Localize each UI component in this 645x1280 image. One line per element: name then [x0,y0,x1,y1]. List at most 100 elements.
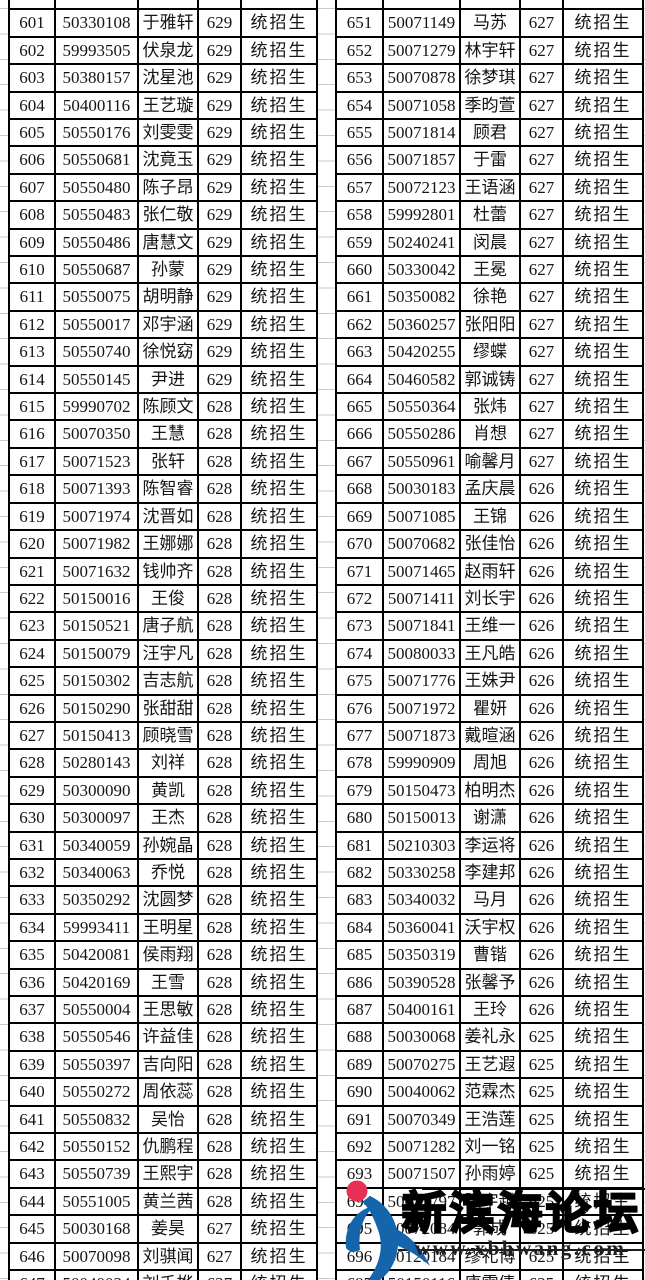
cell-no: 623 [8,611,56,641]
cell-score: 629 [197,227,242,258]
table-row: 616 50070350 王慧 628 统招生 [8,419,318,449]
cell-id: 50550176 [54,118,139,148]
cell-id: 50071841 [382,611,461,641]
cell-score: 626 [519,803,564,833]
cell-no: 690 [335,1077,384,1107]
cell-no: 661 [335,282,384,312]
cell-score: 629 [197,8,242,38]
cell-no: 611 [8,282,56,312]
cell-score: 627 [197,1269,242,1280]
cell-no: 626 [8,693,56,723]
cell-no: 653 [335,63,384,93]
cell-no: 675 [335,666,384,696]
cell-id: 50071873 [382,720,461,751]
cutoff-row [335,0,644,11]
cell-no: 684 [335,912,384,943]
cell-type: 统招生 [562,501,644,532]
table-row: 674 50080033 王凡皓 626 统招生 [335,638,644,669]
cell-score: 625 [519,1186,564,1217]
cell-no: 629 [8,775,56,806]
cell-id: 50350319 [382,940,461,970]
cell-id: 50070878 [382,63,461,93]
cell-score: 626 [519,556,564,586]
cell-id: 50330258 [382,857,461,888]
cell-id: 50550364 [382,392,461,422]
cell-type: 统招生 [240,227,318,258]
cell-no: 617 [8,446,56,477]
cell-type: 统招生 [562,693,644,723]
cell-type: 统招生 [240,1077,318,1107]
table-row: 690 50040062 范霖杰 625 统招生 [335,1077,644,1107]
cell-name: 陈智睿 [137,474,199,504]
cell-name: 唐子航 [137,611,199,641]
cell-type: 统招生 [240,720,318,751]
cutoff-cell [197,0,242,11]
cell-score: 627 [519,364,564,395]
cell-score: 626 [519,638,564,669]
table-row: 656 50071857 于雷 627 统招生 [335,145,644,175]
cell-type: 统招生 [240,666,318,696]
cell-type: 统招生 [240,35,318,66]
cell-name: 戴暄涵 [459,720,521,751]
cell-type: 统招生 [240,474,318,504]
cell-score: 628 [197,885,242,915]
cell-id: 50420169 [54,967,139,998]
cell-score: 625 [519,1269,564,1280]
cell-score: 626 [519,748,564,778]
cell-name: 喻馨月 [459,446,521,477]
cell-no: 634 [8,912,56,943]
cell-score: 626 [519,693,564,723]
table-row: 637 50550004 王思敏 628 统招生 [8,995,318,1025]
table-row: 682 50330258 李建邦 626 统招生 [335,857,644,888]
cell-score: 627 [197,1241,242,1272]
cell-no: 678 [335,748,384,778]
cell-score: 628 [197,638,242,669]
xbhwang-logo-icon [345,1180,430,1280]
logo-blue-wing [382,1224,430,1266]
cell-name: 许益佳 [137,1022,199,1052]
cell-id: 50390528 [382,967,461,998]
cell-no: 640 [8,1077,56,1107]
cell-id: 50550397 [54,1049,139,1080]
cell-id: 50072123 [382,172,461,203]
cell-type: 统招生 [562,638,644,669]
table-row: 664 50460582 郭诚铸 627 统招生 [335,364,644,395]
cell-score: 628 [197,720,242,751]
cell-id: 50150413 [54,720,139,751]
cell-type: 统招生 [562,8,644,38]
cell-id: 50550480 [54,172,139,203]
cell-id: 50550687 [54,255,139,285]
table-row: 673 50071841 王维一 626 统招生 [335,611,644,641]
cell-id: 50150079 [54,638,139,669]
table-row: 640 50550272 周依蕊 628 统招生 [8,1077,318,1107]
cell-name: 缪蝶 [459,337,521,367]
cell-score: 627 [519,8,564,38]
table-row: 618 50071393 陈智睿 628 统招生 [8,474,318,504]
cell-score: 626 [519,611,564,641]
table-row: 689 50070275 王艺遐 625 统招生 [335,1049,644,1080]
cell-no: 604 [8,90,56,121]
cell-name: 曹锴 [459,940,521,970]
cell-no: 686 [335,967,384,998]
table-row: 644 50551005 黄兰茜 628 统招生 [8,1186,318,1217]
cell-name: 吴怡 [137,1104,199,1135]
cell-no: 663 [335,337,384,367]
cell-name: 吉向阳 [137,1049,199,1080]
cell-name: 张仁敬 [137,200,199,230]
cell-name: 刘雯雯 [137,118,199,148]
cell-no: 609 [8,227,56,258]
cell-name: 马月 [459,885,521,915]
cell-no: 687 [335,995,384,1025]
cell-score: 628 [197,446,242,477]
cell-id: 50550286 [382,419,461,449]
table-row: 621 50071632 钱帅齐 628 统招生 [8,556,318,586]
cell-name: 唐慧文 [137,227,199,258]
cell-type: 统招生 [562,172,644,203]
cell-name: 尹进 [137,364,199,395]
cell-score: 628 [197,830,242,860]
cell-name: 王慧 [137,419,199,449]
cell-id: 50071282 [382,1132,461,1162]
cell-id: 50330042 [382,255,461,285]
cell-score: 627 [519,255,564,285]
cell-type: 统招生 [562,446,644,477]
